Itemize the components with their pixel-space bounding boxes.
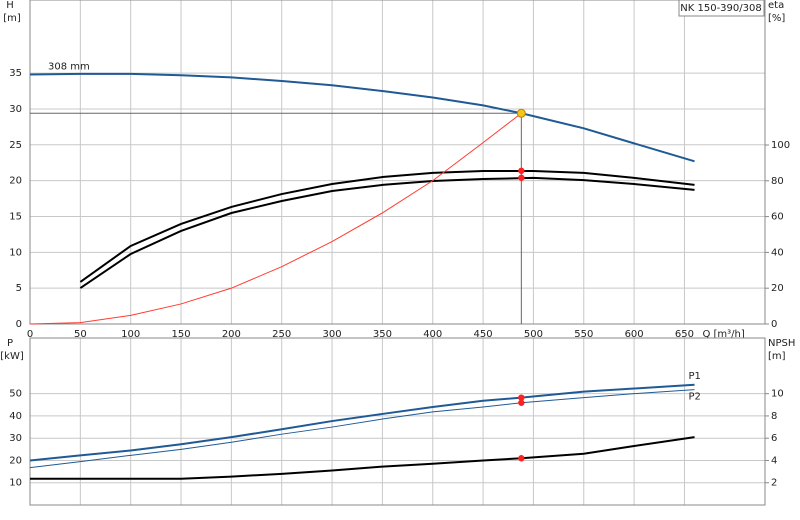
y2-tick-label: 2 [771,478,777,489]
x-tick-label: 350 [373,329,392,340]
y-tick-label: 15 [9,211,22,222]
y-axis-label: P [7,338,13,349]
y2-tick-label: 10 [771,389,784,400]
y-tick-label: 20 [9,176,22,187]
y-tick-label: 40 [9,411,22,422]
y2-axis-unit: [%] [768,13,785,24]
x-tick-label: 550 [574,329,593,340]
y2-axis-unit: [m] [768,351,786,362]
operating-point [518,167,525,174]
y2-axis-label: eta [768,0,784,11]
y-tick-label: 10 [9,247,22,258]
curve [29,72,695,163]
duty-point [516,108,526,118]
y-tick-label: 25 [9,140,22,151]
y2-tick-label: 0 [771,319,777,330]
x-tick-label: 650 [675,329,694,340]
y2-tick-label: 4 [771,455,777,466]
x-tick-label: 50 [74,329,87,340]
y2-tick-label: 8 [771,411,777,422]
y-axis-unit: [m] [3,13,21,24]
operating-point [518,399,525,406]
y-tick-label: 5 [16,283,22,294]
x-tick-label: 150 [171,329,190,340]
operating-point [518,455,525,462]
x-axis-label: Q [m³/h] [702,329,744,340]
model-box [678,0,765,17]
x-tick-label: 200 [222,329,241,340]
model-label: NK 150-390/308 [680,3,761,14]
y2-tick-label: 100 [771,140,790,151]
plot-frame [29,0,766,325]
y2-axis-label: NPSH [768,338,795,349]
y-tick-label: 20 [9,455,22,466]
y-tick-label: 35 [9,68,22,79]
curve [29,112,522,325]
y-tick-label: 10 [9,478,22,489]
y2-tick-label: 60 [771,212,784,223]
legend-label: P1 [689,371,701,382]
y2-tick-label: 40 [771,247,784,258]
x-tick-label: 0 [27,329,33,340]
operating-point [518,394,525,401]
y-tick-label: 30 [9,104,22,115]
x-tick-label: 450 [474,329,493,340]
operating-point [518,174,525,181]
curve [30,436,695,480]
y-tick-label: 50 [9,389,22,400]
plot-frame [29,337,766,506]
x-tick-label: 600 [625,329,644,340]
x-tick-label: 300 [323,329,342,340]
y2-tick-label: 6 [771,433,777,444]
y2-tick-label: 20 [771,283,784,294]
curve [29,383,695,462]
x-tick-label: 400 [423,329,442,340]
x-tick-label: 500 [524,329,543,340]
x-tick-label: 250 [272,329,291,340]
curve [79,169,695,283]
annotation: 308 mm [48,62,90,73]
legend-label: P2 [689,392,701,403]
y-tick-label: 30 [9,433,22,444]
y-axis-label: H [6,0,14,11]
curve [79,176,695,289]
curve [29,389,695,469]
y2-tick-label: 80 [771,176,784,187]
y-axis-unit: [kW] [0,351,24,362]
y-tick-label: 0 [16,319,22,330]
x-tick-label: 100 [121,329,140,340]
